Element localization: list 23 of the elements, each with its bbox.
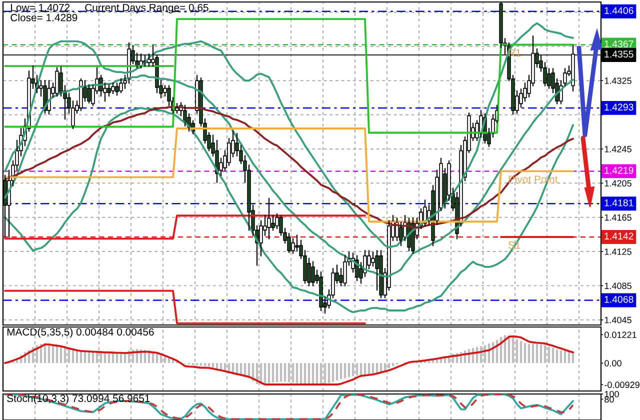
ref-line-label: 1.4355 (604, 50, 634, 58)
y-tick-label: 0.00 (604, 360, 622, 366)
ref-line-label: 1.4068 (604, 296, 634, 303)
y-tick-label: 0.01221 (604, 332, 636, 338)
y-tick-label: 1.4325 (604, 78, 632, 84)
ref-line-label: 1.4367 (604, 40, 634, 48)
ref-line-label: 1.4142 (604, 232, 634, 240)
ref-line-label: 1.4293 (604, 104, 634, 111)
y-tick-label: 1.4245 (604, 146, 632, 152)
ref-line-label: 1.4406 (604, 7, 634, 14)
ref-line-label: 1.4219 (604, 166, 634, 174)
y-tick-label: 100 (604, 390, 619, 398)
y-tick-label: 1.4045 (604, 316, 632, 324)
y-tick-label: 1.4165 (604, 214, 632, 221)
annotation: Close= 1.4289 (10, 14, 78, 22)
annotation: Low= 1.4072 Current Days Range= 0.65 (11, 4, 208, 14)
y-tick-label: 1.4085 (604, 282, 632, 290)
y-tick-label: 1.4125 (604, 248, 632, 255)
y-tick-label: 80 (604, 396, 614, 403)
y-tick-label: -0.00929 (604, 382, 640, 388)
y-tick-label: 1.4205 (604, 180, 632, 187)
chart-title: MACD(5,35,5) 0.00484 0.00456 (7, 328, 154, 338)
ref-line-label: 1.4181 (604, 199, 634, 206)
